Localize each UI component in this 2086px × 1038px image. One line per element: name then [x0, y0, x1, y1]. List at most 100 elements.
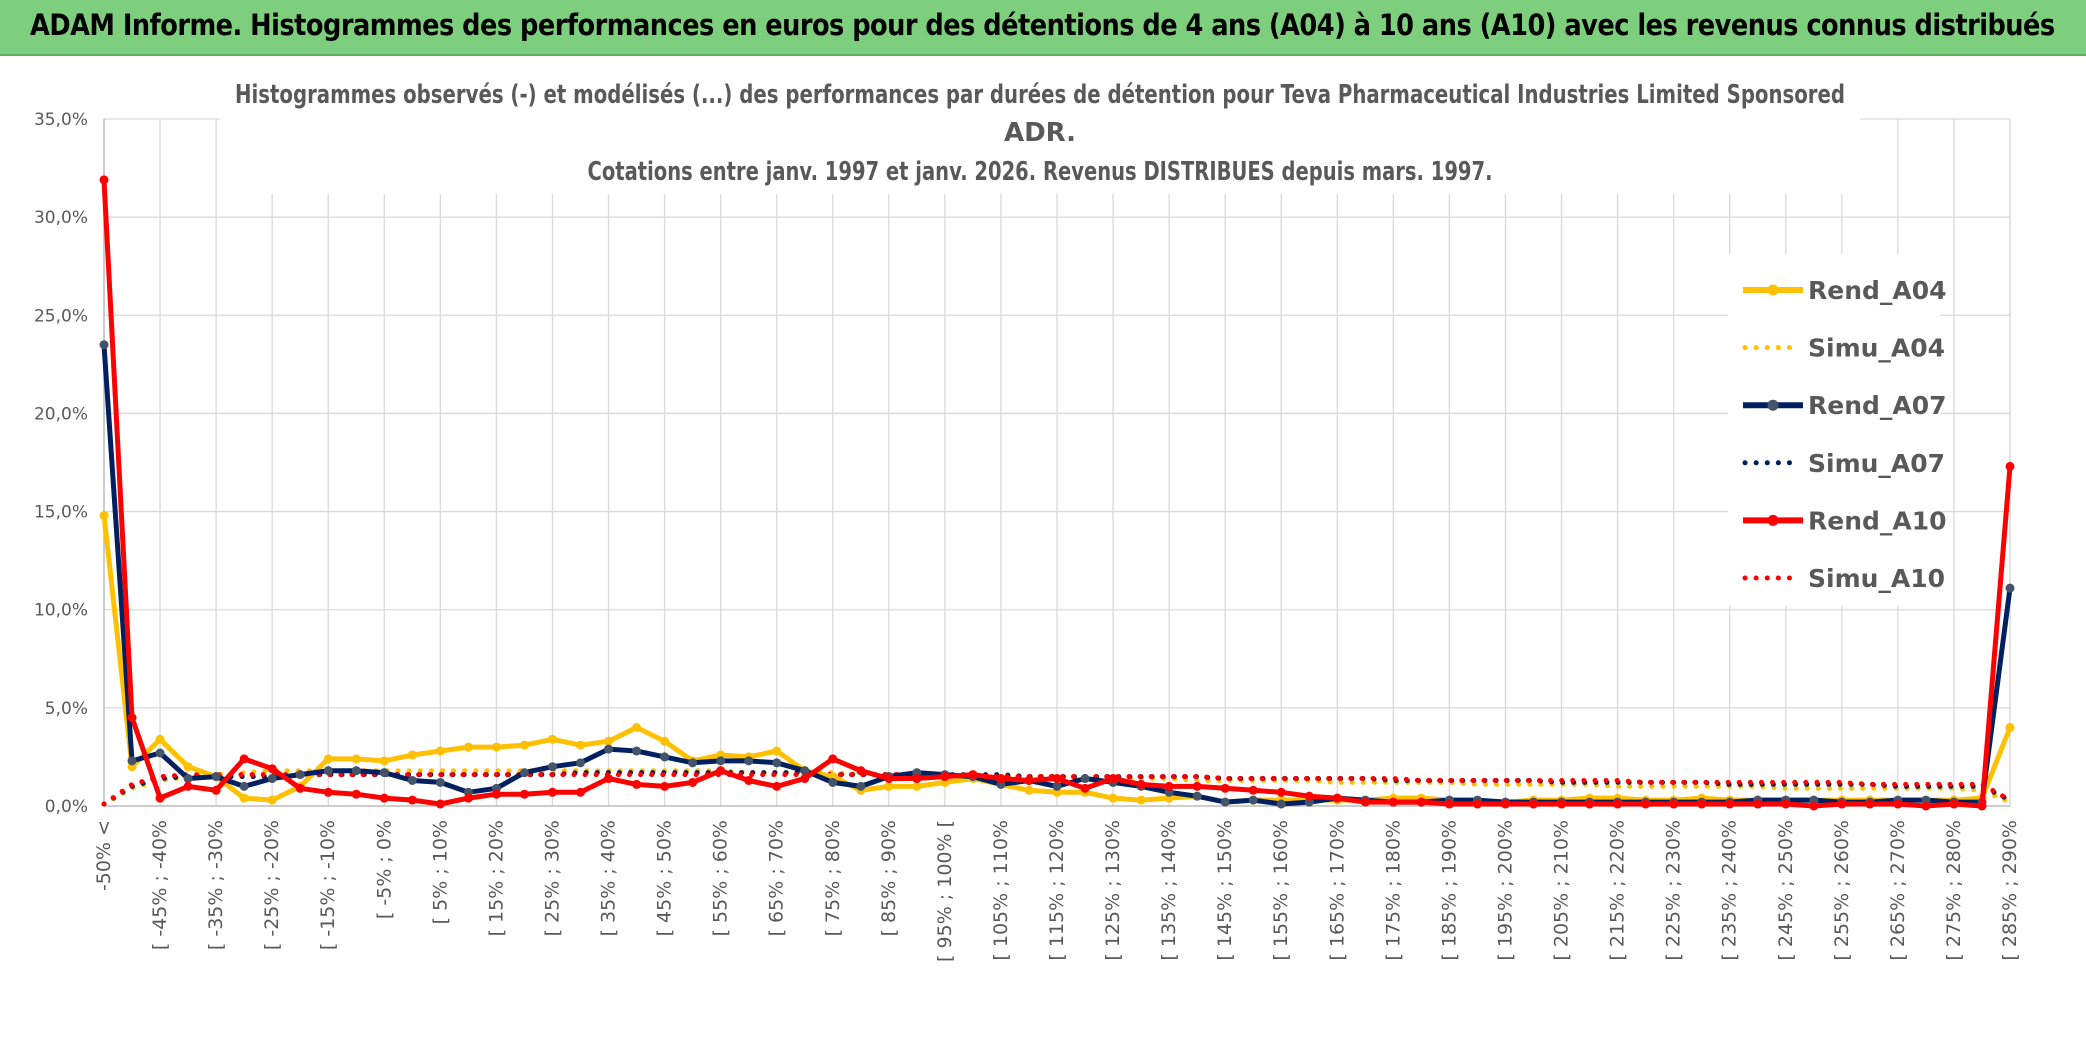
- data-point-rend-a04: [884, 781, 894, 791]
- data-point-rend-a10: [996, 774, 1006, 784]
- title-background: [220, 78, 1860, 194]
- data-point-rend-a10: [1753, 799, 1763, 809]
- x-tick-label: [ 245% ; 250%: [1775, 820, 1797, 961]
- legend-label-simu-a04: Simu_A04: [1808, 334, 1945, 363]
- x-tick-labels: -50% < [ -45% ; -40% [ -35% ; -30% [ -25% ;…: [93, 820, 2021, 962]
- data-point-rend-a10: [1472, 799, 1482, 809]
- data-point-rend-a10: [660, 781, 670, 791]
- y-tick-label: 25,0%: [34, 306, 88, 326]
- data-point-rend-a07: [1080, 774, 1090, 784]
- data-point-rend-a10: [688, 777, 698, 787]
- x-tick-label: [ 35% ; 40%: [598, 820, 620, 936]
- data-point-rend-a10: [940, 772, 950, 782]
- data-point-rend-a10: [1388, 797, 1398, 807]
- data-point-rend-a04: [660, 736, 670, 746]
- data-point-rend-a10: [267, 764, 277, 774]
- data-point-rend-a10: [323, 787, 333, 797]
- data-point-rend-a04: [379, 756, 389, 766]
- data-point-rend-a10: [1557, 799, 1567, 809]
- legend: Rend_A04 Simu_A04 Rend_A07 Simu_A07 Rend_A10…: [1728, 254, 1947, 606]
- legend-marker-rend-a04: [1767, 284, 1779, 296]
- data-point-rend-a04: [1108, 793, 1118, 803]
- data-point-rend-a07: [1248, 795, 1258, 805]
- data-point-rend-a10: [1977, 801, 1987, 811]
- data-point-rend-a04: [407, 750, 417, 760]
- x-tick-label: [ 135% ; 140%: [1158, 820, 1180, 961]
- data-point-rend-a10: [1192, 781, 1202, 791]
- data-point-rend-a04: [463, 742, 473, 752]
- chart-svg: 0,0% 5,0% 10,0% 15,0% 20,0% 25,0% 30,0% 35,0% -…: [34, 78, 2021, 962]
- data-point-rend-a10: [968, 770, 978, 780]
- data-point-rend-a07: [2005, 583, 2015, 593]
- x-tick-label: [ 25% ; 30%: [541, 820, 563, 936]
- x-tick-label: [ 195% ; 200%: [1494, 820, 1516, 961]
- data-point-rend-a07: [800, 766, 810, 776]
- data-point-rend-a10: [716, 766, 726, 776]
- data-point-rend-a07: [267, 774, 277, 784]
- series-line-simu-a07: [101, 770, 2013, 807]
- data-point-rend-a10: [828, 754, 838, 764]
- x-tick-label: [ 85% ; 90%: [878, 820, 900, 936]
- y-tick-label: 30,0%: [34, 208, 88, 228]
- x-tick-label: [ -5% ; 0%: [373, 820, 395, 919]
- legend-label-simu-a10: Simu_A10: [1808, 564, 1945, 593]
- data-point-rend-a10: [800, 774, 810, 784]
- data-point-rend-a07: [547, 762, 557, 772]
- data-point-rend-a04: [267, 795, 277, 805]
- data-point-rend-a04: [99, 510, 109, 520]
- data-point-rend-a10: [1585, 799, 1595, 809]
- legend-label-rend-a10: Rend_A10: [1808, 506, 1947, 535]
- data-point-rend-a07: [1220, 797, 1230, 807]
- data-point-rend-a04: [239, 793, 249, 803]
- data-point-rend-a07: [716, 756, 726, 766]
- data-point-rend-a10: [1669, 799, 1679, 809]
- data-point-rend-a10: [1949, 799, 1959, 809]
- data-point-rend-a07: [1192, 791, 1202, 801]
- data-point-rend-a07: [632, 746, 642, 756]
- data-point-rend-a07: [323, 766, 333, 776]
- data-point-rend-a10: [407, 795, 417, 805]
- data-point-rend-a07: [1276, 799, 1286, 809]
- x-tick-label: [ -35% ; -30%: [205, 820, 227, 950]
- data-point-rend-a07: [688, 758, 698, 768]
- legend-background: [1728, 254, 1940, 606]
- data-point-rend-a10: [183, 781, 193, 791]
- data-point-rend-a04: [183, 762, 193, 772]
- data-point-rend-a10: [1865, 799, 1875, 809]
- x-tick-label: [ 235% ; 240%: [1719, 820, 1741, 961]
- data-point-rend-a07: [519, 768, 529, 778]
- x-tick-label: [ 5% ; 10%: [429, 820, 451, 924]
- data-point-rend-a04: [491, 742, 501, 752]
- data-point-rend-a10: [379, 793, 389, 803]
- data-point-rend-a10: [1613, 799, 1623, 809]
- data-point-rend-a10: [1220, 783, 1230, 793]
- data-point-rend-a10: [1697, 799, 1707, 809]
- x-tick-label: [ 255% ; 260%: [1831, 820, 1853, 961]
- series-markers-rend-a10: [99, 175, 2015, 811]
- data-point-rend-a07: [604, 744, 614, 754]
- data-point-rend-a04: [576, 740, 585, 750]
- x-tick-label: [ 165% ; 170%: [1326, 820, 1348, 961]
- y-tick-label: 0,0%: [45, 797, 88, 817]
- data-point-rend-a07: [99, 340, 109, 350]
- data-point-rend-a04: [1136, 795, 1146, 805]
- data-point-rend-a10: [884, 774, 894, 784]
- x-tick-label: [ 115% ; 120%: [1046, 820, 1068, 961]
- data-point-rend-a10: [1304, 791, 1314, 801]
- x-tick-label: [ 155% ; 160%: [1270, 820, 1292, 961]
- data-point-rend-a07: [856, 781, 866, 791]
- data-point-rend-a04: [1024, 785, 1034, 795]
- chart-title-line: ADR.: [1004, 118, 1076, 148]
- data-point-rend-a10: [1725, 799, 1735, 809]
- y-tick-label: 10,0%: [34, 601, 88, 621]
- data-point-rend-a10: [744, 775, 754, 785]
- x-tick-label: [ 275% ; 280%: [1943, 820, 1965, 961]
- y-tick-labels: 0,0% 5,0% 10,0% 15,0% 20,0% 25,0% 30,0% 35,0%: [34, 110, 88, 817]
- data-point-rend-a10: [1444, 799, 1454, 809]
- data-point-rend-a10: [351, 789, 361, 799]
- data-point-rend-a10: [1641, 799, 1651, 809]
- data-point-rend-a10: [295, 783, 305, 793]
- x-tick-label: [ 145% ; 150%: [1214, 820, 1236, 961]
- data-point-rend-a10: [435, 799, 445, 809]
- data-point-rend-a07: [127, 756, 137, 766]
